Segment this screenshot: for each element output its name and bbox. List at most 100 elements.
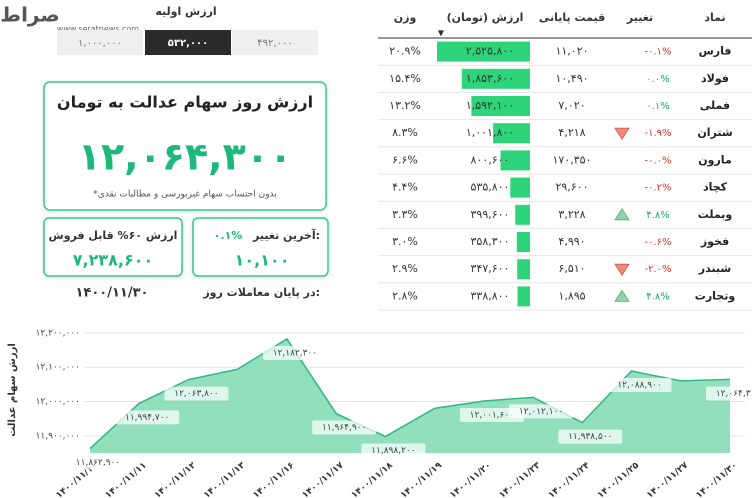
- value-label-bg: [312, 420, 377, 435]
- x-tick-label: ۱۴۰۰/۱۱/۳۰: [694, 461, 739, 498]
- price: ۳,۲۲۸: [558, 208, 585, 221]
- symbol: مارون: [698, 153, 732, 166]
- change: -۰.۶%: [644, 237, 671, 248]
- symbol: وتجارت: [695, 289, 736, 302]
- symbol: شتران: [697, 126, 732, 139]
- column-header[interactable]: ارزش (تومان): [447, 11, 524, 24]
- summary-value: ۱۲,۰۶۴,۳۰۰: [78, 135, 292, 179]
- sort-indicator[interactable]: ▼: [438, 29, 445, 38]
- weight: ۳.۳%: [392, 208, 418, 221]
- trend-icon: [614, 208, 630, 221]
- x-tick-label: ۱۴۰۰/۱۱/۱۶: [251, 461, 296, 498]
- value-bar: [515, 204, 530, 225]
- change-label: آخرین تغییر:: [252, 228, 320, 242]
- symbol: شبندر: [698, 262, 731, 275]
- symbol: فملی: [700, 99, 730, 112]
- x-tick-label: ۱۴۰۰/۱۱/۲۵: [596, 460, 642, 498]
- value-label-bg: [558, 429, 623, 444]
- change: ۰.۰%: [646, 74, 669, 85]
- option-box[interactable]: [145, 30, 231, 55]
- value-label: ۱۱,۹۳۸,۵۰۰: [568, 432, 612, 442]
- x-tick-label: ۱۴۰۰/۱۱/۲۷: [645, 460, 691, 498]
- change: -۱.۹%: [644, 128, 671, 139]
- symbol: وبملت: [698, 208, 733, 221]
- value-label: ۱۱,۹۶۴,۹۰۰: [322, 423, 366, 433]
- x-tick-label: ۱۴۰۰/۱۱/۲۳: [497, 460, 543, 498]
- selector: ۱,۰۰۰,۰۰۰ ۵۳۲,۰۰۰ ۴۹۲,۰۰۰: [57, 30, 318, 55]
- date-value: ۱۴۰۰/۱۱/۳۰: [76, 286, 149, 301]
- value-label-bg: [706, 386, 752, 401]
- value-label-bg: [66, 455, 130, 470]
- value-bar: [500, 150, 530, 171]
- summary-title: ارزش روز سهام عدالت به تومان: [57, 93, 313, 112]
- y-axis-label: ارزش سهام عدالت: [7, 343, 18, 437]
- change-value: ۱۰,۱۰۰: [235, 251, 290, 270]
- weight: ۸.۳%: [392, 126, 418, 139]
- x-tick-label: ۱۴۰۰/۱۱/۱۳: [202, 460, 248, 498]
- price: ۱,۸۹۵: [558, 289, 585, 302]
- trend-icon: [614, 263, 630, 276]
- y-tick-label: ۱۲,۲۰۰,۰۰۰: [36, 328, 80, 338]
- date-label: در پایان معاملات روز:: [202, 286, 320, 299]
- x-tick-label: ۱۴۰۰/۱۱/۲۰: [448, 461, 493, 498]
- weight: ۲.۸%: [392, 289, 418, 302]
- option-label[interactable]: ۴۹۲,۰۰۰: [257, 38, 292, 49]
- symbol: فولاد: [701, 72, 729, 85]
- price: ۱۰,۴۹۰: [555, 72, 588, 85]
- value-bar: [437, 41, 530, 62]
- value-label-bg: [509, 404, 574, 419]
- chart: ارزش سهام عدالت ۱۱,۹۰۰,۰۰۰ ۱۲,۰۰۰,۰۰۰ ۱۲,۱۰…: [7, 328, 752, 498]
- value-label: ۱۱,۸۶۲,۹۰۰: [76, 458, 120, 468]
- sellable-value: ۷,۲۳۸,۶۰۰: [73, 251, 154, 270]
- value-label: ۲,۵۲۵,۸۰۰: [466, 45, 514, 58]
- value-label: ۱۲,۱۸۲,۳۰۰: [273, 348, 317, 358]
- option-label[interactable]: ۵۳۲,۰۰۰: [168, 38, 208, 49]
- weight: ۳.۰%: [392, 235, 418, 248]
- value-label: ۸۰۰,۶۰۰: [471, 153, 510, 166]
- value-label: ۱۲,۰۶۴,۳۰۰: [716, 389, 752, 399]
- column-header: نماد: [704, 11, 725, 24]
- column-header: وزن: [394, 11, 417, 24]
- option-label[interactable]: ۱,۰۰۰,۰۰۰: [78, 38, 122, 49]
- change: ۴.۸%: [646, 291, 669, 302]
- change-percent: ۰.۱%: [214, 229, 243, 242]
- price: ۴,۲۱۸: [558, 126, 585, 139]
- sellable-card: [43, 217, 183, 277]
- value-label-bg: [164, 386, 229, 401]
- x-tick-label: ۱۴۰۰/۱۱/۱۸: [350, 460, 396, 498]
- value-label: ۳۳۸,۸۰۰: [471, 289, 510, 302]
- value-label: ۳۴۷,۶۰۰: [471, 262, 510, 275]
- value-bar: [493, 123, 530, 144]
- x-tick-label: ۱۴۰۰/۱۱/۱۷: [301, 460, 347, 498]
- option-box[interactable]: [57, 30, 143, 55]
- price: ۷,۰۲۰: [558, 99, 585, 112]
- column-header: قیمت پایانی: [539, 11, 605, 24]
- value-label: ۱۲,۰۱۲,۱۰۰: [519, 407, 563, 417]
- trend-icon: [614, 289, 630, 302]
- weight: ۱۳.۲%: [389, 99, 421, 112]
- value-label-bg: [361, 443, 426, 458]
- trend-icon: [614, 127, 630, 140]
- symbol: فخوز: [700, 235, 729, 248]
- y-tick-label: ۱۲,۰۰۰,۰۰۰: [36, 397, 80, 407]
- value-label: ۱۱,۸۹۸,۲۰۰: [371, 446, 415, 456]
- change: ۰.۱%: [646, 101, 669, 112]
- value-bar: [517, 286, 530, 307]
- logo: صراط: [0, 3, 59, 27]
- selector-title: ارزش اولیه: [155, 5, 216, 18]
- price: ۴,۹۹۰: [558, 235, 585, 248]
- change: -۰.۲%: [644, 183, 671, 194]
- value-label: ۱۲,۰۶۳,۸۰۰: [174, 389, 218, 399]
- price: ۶,۵۱۰: [558, 262, 585, 275]
- price: ۱۷۰,۳۵۰: [553, 153, 592, 166]
- column-header: تغییر: [626, 11, 653, 24]
- value-label: ۳۹۹,۶۰۰: [471, 208, 510, 221]
- value-bar: [510, 177, 530, 198]
- value-label-bg: [607, 377, 672, 392]
- summary-card: [43, 81, 327, 211]
- area-fill: [90, 338, 730, 453]
- y-tick-label: ۱۲,۱۰۰,۰۰۰: [36, 363, 80, 373]
- value-label-bg: [115, 410, 180, 425]
- option-box[interactable]: [232, 30, 318, 55]
